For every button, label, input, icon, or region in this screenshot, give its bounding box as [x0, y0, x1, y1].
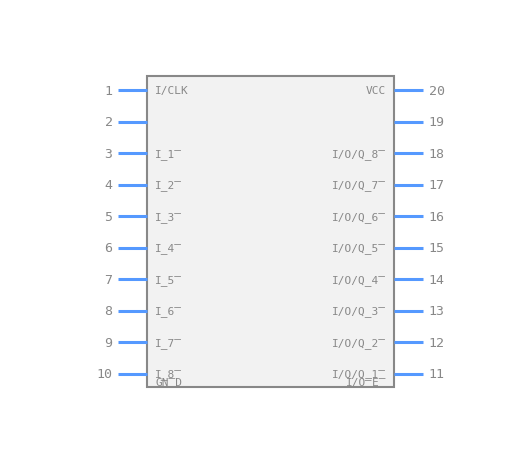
Text: I_5̅: I_5̅: [155, 274, 182, 285]
Text: 6: 6: [105, 242, 112, 254]
Text: 12: 12: [429, 336, 445, 349]
Text: 1: 1: [105, 84, 112, 97]
Text: I/O/Q_4̅: I/O/Q_4̅: [332, 274, 386, 285]
Text: I/O/Q_2̅: I/O/Q_2̅: [332, 337, 386, 348]
Text: 2: 2: [105, 116, 112, 129]
Text: VCC: VCC: [366, 86, 386, 96]
Text: 19: 19: [429, 116, 445, 129]
Text: 5: 5: [105, 210, 112, 223]
Text: I_3̅: I_3̅: [155, 211, 182, 222]
Text: I_6̅: I_6̅: [155, 305, 182, 316]
Text: 8: 8: [105, 304, 112, 318]
Text: 4: 4: [105, 179, 112, 192]
Text: I_4̅: I_4̅: [155, 243, 182, 253]
Text: I_8̅: I_8̅: [155, 368, 182, 379]
Text: I/O/Q_8̅: I/O/Q_8̅: [332, 148, 386, 159]
Text: 17: 17: [429, 179, 445, 192]
Text: GN̅D: GN̅D: [155, 377, 182, 387]
Text: 16: 16: [429, 210, 445, 223]
Text: 13: 13: [429, 304, 445, 318]
Text: I/O/Q_6̅: I/O/Q_6̅: [332, 211, 386, 222]
Text: I/O/Q_1̅: I/O/Q_1̅: [332, 368, 386, 379]
Text: I/O/Q_7̅: I/O/Q_7̅: [332, 180, 386, 191]
Text: I_1̅: I_1̅: [155, 148, 182, 159]
Text: I_7̅: I_7̅: [155, 337, 182, 348]
Text: 14: 14: [429, 273, 445, 286]
Text: 18: 18: [429, 147, 445, 160]
Text: 11: 11: [429, 367, 445, 380]
Bar: [147, 77, 394, 387]
Text: I/CLK: I/CLK: [155, 86, 189, 96]
Text: 7: 7: [105, 273, 112, 286]
Text: 20: 20: [429, 84, 445, 97]
Text: 9: 9: [105, 336, 112, 349]
Text: I_2̅: I_2̅: [155, 180, 182, 191]
Text: 10: 10: [97, 367, 112, 380]
Text: I/O̅E̅: I/O̅E̅: [345, 377, 386, 387]
Text: I/O/Q_3̅: I/O/Q_3̅: [332, 305, 386, 316]
Text: I/O/Q_5̅: I/O/Q_5̅: [332, 243, 386, 253]
Text: 15: 15: [429, 242, 445, 254]
Text: 3: 3: [105, 147, 112, 160]
